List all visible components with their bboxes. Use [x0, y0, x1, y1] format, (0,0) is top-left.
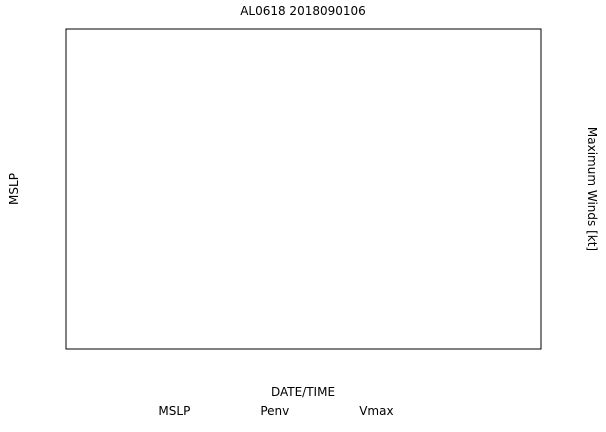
- legend-label-vmax: Vmax: [359, 404, 394, 418]
- legend-item-penv: Penv: [260, 404, 343, 418]
- legend-item-mslp: MSLP: [158, 404, 244, 418]
- plot-border: [65, 28, 542, 350]
- x-axis-label: DATE/TIME: [270, 385, 336, 399]
- legend-label-penv: Penv: [260, 404, 290, 418]
- legend-line-sample-penv: [295, 404, 343, 418]
- legend: MSLP Penv Vmax: [0, 404, 606, 418]
- chart-title: AL0618 2018090106: [240, 4, 366, 18]
- legend-label-mslp: MSLP: [158, 404, 191, 418]
- legend-line-sample-vmax: [400, 404, 448, 418]
- legend-item-vmax: Vmax: [359, 404, 447, 418]
- legend-line-sample-mslp: [196, 404, 244, 418]
